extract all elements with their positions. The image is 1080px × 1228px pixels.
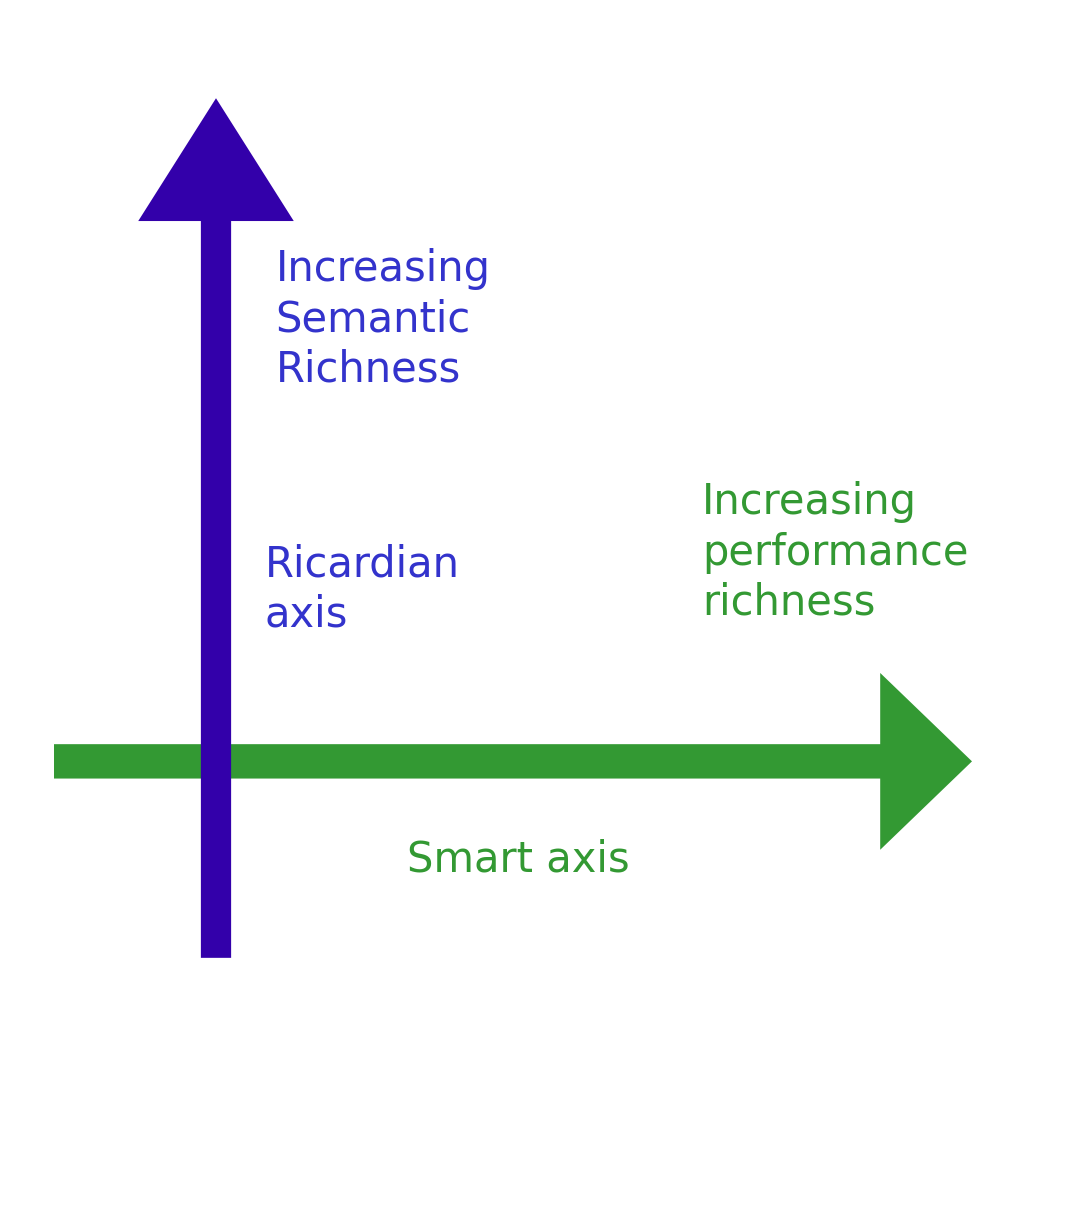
Text: Smart axis: Smart axis	[407, 839, 630, 880]
Text: Ricardian
axis: Ricardian axis	[265, 543, 460, 636]
Text: Increasing
Semantic
Richness: Increasing Semantic Richness	[275, 248, 490, 391]
Polygon shape	[138, 98, 294, 958]
Polygon shape	[54, 673, 972, 850]
Text: Increasing
performance
richness: Increasing performance richness	[702, 481, 969, 624]
